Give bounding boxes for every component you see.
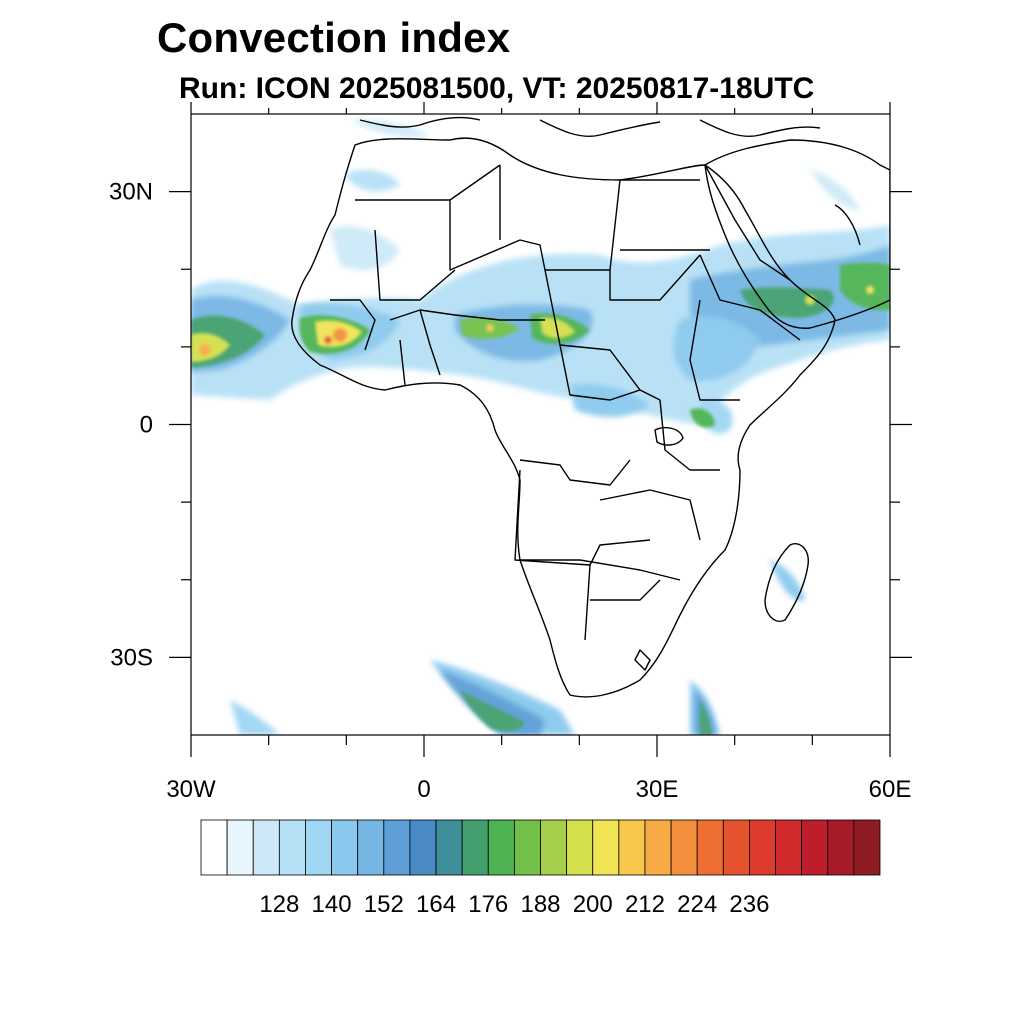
colorbar-box <box>618 819 646 876</box>
lat-tick-label: 0 <box>140 412 153 439</box>
colorbar-box <box>801 819 829 876</box>
colorbar-box <box>775 819 803 876</box>
colorbar-box <box>540 819 568 876</box>
lon-tick-label: 30E <box>636 776 679 803</box>
colorbar-box <box>435 819 463 876</box>
map-ticks <box>169 102 912 757</box>
colorbar-box <box>305 819 332 876</box>
colorbar-box <box>331 819 359 876</box>
colorbar-label: 236 <box>729 891 769 918</box>
lon-tick-label: 60E <box>869 776 912 803</box>
map-content <box>191 116 890 735</box>
colorbar-box <box>853 819 881 876</box>
coastlines-and-borders <box>291 116 890 698</box>
map-tick-labels: 30W 0 30E 60E 30N 0 30S <box>109 179 911 803</box>
colorbar-label: 200 <box>573 891 613 918</box>
colorbar-box <box>749 819 776 876</box>
colorbar-label: 188 <box>520 891 560 918</box>
colorbar-box <box>592 819 620 876</box>
colorbar-box <box>722 819 750 876</box>
colorbar-label: 164 <box>416 891 456 918</box>
colorbar-box <box>357 819 385 876</box>
colorbar-box <box>409 819 437 876</box>
convection-field <box>191 119 890 735</box>
colorbar-box <box>461 819 489 876</box>
colorbar-box <box>383 819 411 876</box>
colorbar-labels: 128 140 152 164 176 188 200 212 224 236 <box>259 891 769 918</box>
lon-tick-label: 30W <box>166 776 216 803</box>
colorbar-box <box>827 819 855 876</box>
colorbar-label: 224 <box>677 891 717 918</box>
colorbar-box <box>696 819 724 876</box>
run-subtitle: Run: ICON 2025081500, VT: 20250817-18UTC <box>179 72 815 105</box>
colorbar-label: 140 <box>312 891 352 918</box>
map-plot-area <box>191 114 890 735</box>
colorbar-label: 212 <box>625 891 665 918</box>
colorbar-box <box>487 819 515 876</box>
colorbar-box <box>670 819 698 876</box>
colorbar <box>200 819 881 876</box>
colorbar-label: 176 <box>468 891 508 918</box>
lat-tick-label: 30S <box>110 644 153 671</box>
chart-title: Convection index <box>157 14 511 61</box>
colorbar-box <box>644 819 672 876</box>
lon-tick-label: 0 <box>417 776 430 803</box>
colorbar-box <box>513 819 541 876</box>
lat-tick-label: 30N <box>109 179 153 206</box>
colorbar-box <box>200 819 228 876</box>
colorbar-box <box>278 819 306 876</box>
colorbar-box <box>226 819 254 876</box>
colorbar-label: 152 <box>364 891 404 918</box>
colorbar-box <box>252 819 280 876</box>
colorbar-label: 128 <box>259 891 299 918</box>
colorbar-box <box>566 819 594 876</box>
